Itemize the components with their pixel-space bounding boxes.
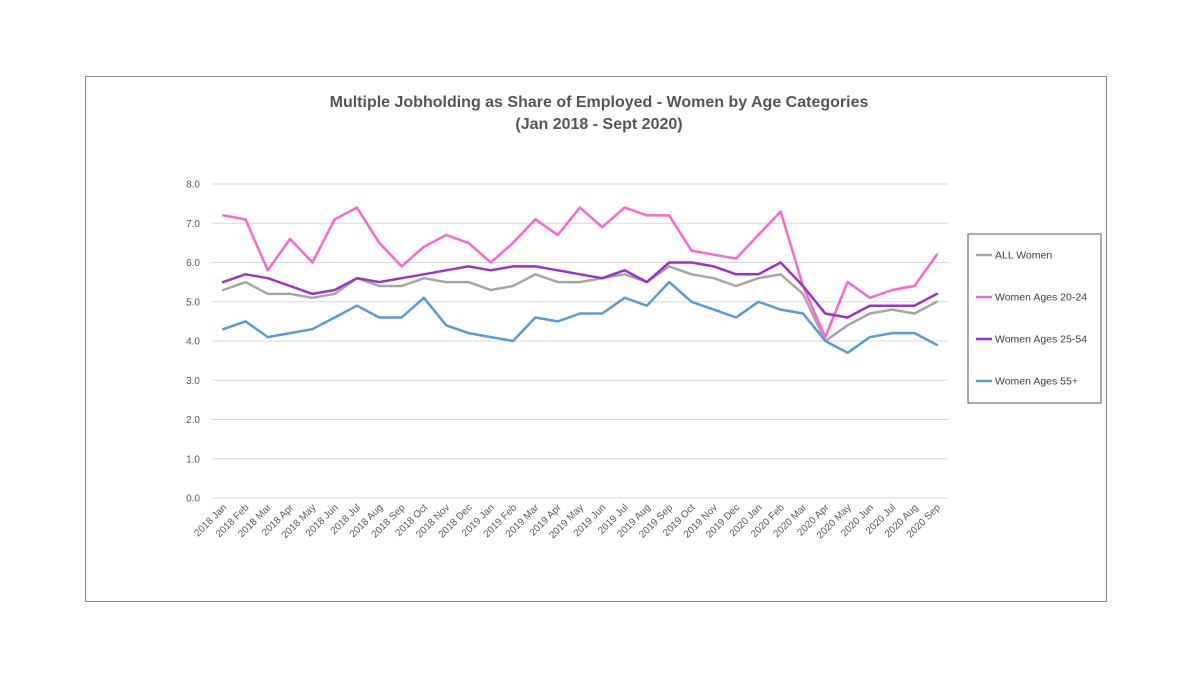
legend-label: ALL Women bbox=[995, 250, 1052, 262]
y-tick-label: 0.0 bbox=[186, 494, 200, 505]
legend-label: Women Ages 55+ bbox=[995, 376, 1078, 388]
legend-label: Women Ages 20-24 bbox=[995, 292, 1087, 304]
y-tick-label: 5.0 bbox=[186, 297, 200, 308]
chart-frame: Multiple Jobholding as Share of Employed… bbox=[85, 76, 1107, 602]
series-line-2 bbox=[221, 261, 939, 319]
y-tick-label: 8.0 bbox=[186, 180, 200, 191]
line-chart: Multiple Jobholding as Share of Employed… bbox=[186, 94, 1102, 541]
chart-title: Multiple Jobholding as Share of Employed… bbox=[330, 94, 869, 111]
series-lines bbox=[221, 206, 939, 355]
chart-subtitle: (Jan 2018 - Sept 2020) bbox=[515, 116, 682, 133]
series-line-3 bbox=[221, 280, 939, 355]
y-tick-label: 2.0 bbox=[186, 415, 200, 426]
legend: ALL Women Women Ages 20-24 Women Ages 25-5… bbox=[967, 233, 1102, 404]
y-tick-label: 6.0 bbox=[186, 258, 200, 269]
legend-label: Women Ages 25-54 bbox=[995, 334, 1087, 346]
y-tick-label: 7.0 bbox=[186, 219, 200, 230]
gridlines bbox=[212, 183, 948, 499]
y-tick-label: 3.0 bbox=[186, 376, 200, 387]
y-tick-label: 1.0 bbox=[186, 454, 200, 465]
legend-box bbox=[967, 233, 1102, 404]
series-line-0 bbox=[221, 265, 939, 343]
y-axis-ticks: 0.0 1.0 2.0 3.0 4.0 5.0 6.0 7.0 8.0 bbox=[186, 180, 200, 505]
y-tick-label: 4.0 bbox=[186, 337, 200, 348]
series-line-1 bbox=[221, 206, 939, 339]
